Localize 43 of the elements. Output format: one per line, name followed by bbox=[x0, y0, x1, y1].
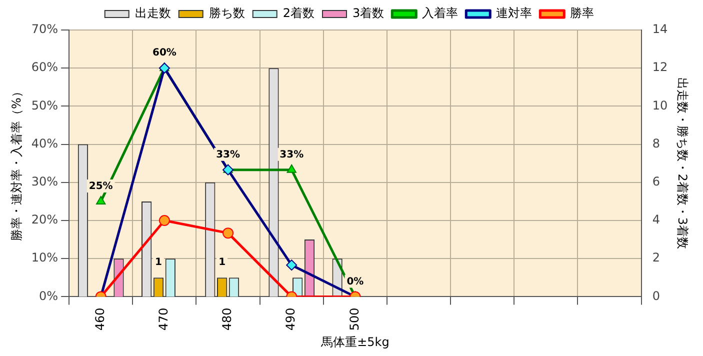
y2-tick-label: 0 bbox=[652, 288, 660, 303]
y2-tick-label: 2 bbox=[652, 250, 660, 265]
y2-axis-title: 出走数・勝ち数・2着数・3着数 bbox=[676, 78, 690, 249]
legend-label: 勝率 bbox=[570, 6, 594, 20]
y2-tick-label: 14 bbox=[652, 22, 668, 36]
x-tick-label: 500 bbox=[347, 308, 362, 331]
y2-tick-label: 4 bbox=[652, 212, 660, 227]
data-label: 1 bbox=[155, 257, 162, 268]
x-tick-label: 460 bbox=[92, 308, 107, 331]
y2-tick-label: 10 bbox=[652, 98, 668, 112]
y-tick-label: 20% bbox=[31, 212, 58, 227]
y-tick-label: 60% bbox=[31, 60, 58, 74]
point bbox=[286, 164, 296, 173]
x-axis-title: 馬体重±5kg bbox=[320, 334, 390, 349]
y2-tick-label: 12 bbox=[652, 60, 668, 74]
y-tick-label: 70% bbox=[31, 22, 58, 36]
legend-label: 2着数 bbox=[282, 6, 315, 20]
y-tick-label: 0% bbox=[39, 288, 58, 303]
y-tick-label: 50% bbox=[31, 98, 58, 112]
x-tick-label: 480 bbox=[220, 308, 234, 331]
x-tick-label: 470 bbox=[156, 308, 171, 331]
point bbox=[158, 214, 170, 226]
point bbox=[158, 62, 170, 74]
y-tick-label: 40% bbox=[31, 136, 58, 150]
legend-label: 連対率 bbox=[496, 6, 532, 20]
legend-label: 入着率 bbox=[422, 6, 458, 20]
data-label: 60% bbox=[152, 48, 176, 59]
legend-label: 出走数 bbox=[134, 6, 171, 20]
data-label: 33% bbox=[216, 149, 240, 160]
data-label: 25% bbox=[88, 181, 113, 192]
point bbox=[222, 164, 234, 176]
y-axis-title: 勝率・連対率・入着率（%） bbox=[9, 86, 24, 242]
legend-label: 勝ち数 bbox=[208, 6, 245, 20]
legend-label: 3着数 bbox=[352, 6, 384, 20]
data-label: 33% bbox=[280, 149, 304, 160]
y2-tick-label: 6 bbox=[652, 174, 660, 189]
y2-tick-label: 8 bbox=[652, 136, 660, 150]
y-tick-label: 10% bbox=[31, 250, 58, 265]
y-tick-label: 30% bbox=[31, 174, 58, 189]
x-tick-label: 490 bbox=[284, 308, 298, 331]
point bbox=[96, 196, 106, 204]
data-label: 0% bbox=[346, 276, 364, 288]
data-label: 1 bbox=[218, 257, 226, 268]
